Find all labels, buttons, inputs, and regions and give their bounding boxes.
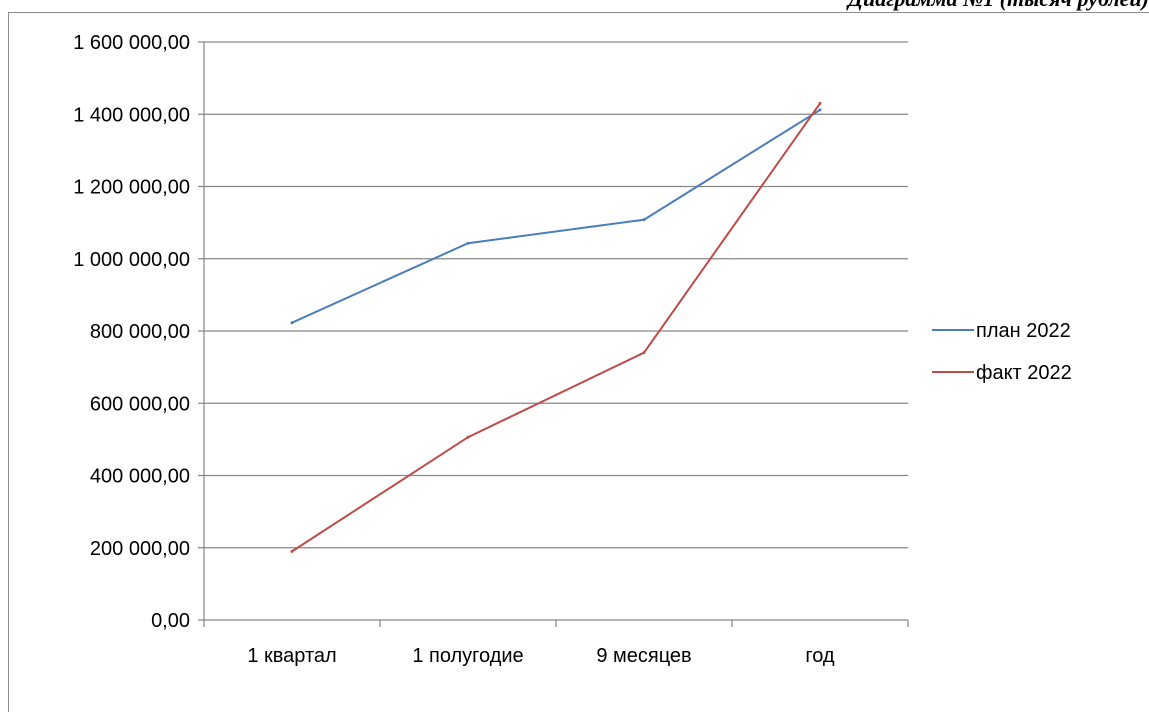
y-tick-label: 1 600 000,00 <box>73 32 190 54</box>
data-point <box>290 549 294 553</box>
y-tick-label: 1 400 000,00 <box>73 104 190 126</box>
y-tick-label: 1 000 000,00 <box>73 249 190 271</box>
y-tick-label: 400 000,00 <box>90 466 190 488</box>
data-point <box>818 101 822 105</box>
legend: план 2022 факт 2022 <box>932 320 1072 384</box>
x-tick-label: год <box>805 645 835 667</box>
data-point <box>642 351 646 355</box>
y-tick-label: 1 200 000,00 <box>73 177 190 199</box>
series-lines <box>290 101 822 553</box>
y-tick-label: 200 000,00 <box>90 538 190 560</box>
data-point <box>818 108 822 112</box>
data-point <box>290 321 294 325</box>
data-point <box>466 435 470 439</box>
data-point <box>642 218 646 222</box>
x-tick-label: 1 полугодие <box>412 645 523 667</box>
line-chart: 0,00 200 000,00 400 000,00 600 000,00 800 00… <box>73 32 1072 667</box>
chart-title: Диаграмма №1 (тысяч рублей) <box>848 0 1149 12</box>
gridlines <box>204 41 908 549</box>
x-tick-label: 9 месяцев <box>596 645 691 667</box>
data-point <box>466 241 470 245</box>
y-tick-label: 800 000,00 <box>90 321 190 343</box>
chart-area-border <box>8 12 1149 712</box>
x-tick-label: 1 квартал <box>247 645 336 667</box>
legend-label: факт 2022 <box>976 362 1072 384</box>
legend-label: план 2022 <box>976 320 1071 342</box>
series-line-2 <box>291 102 821 553</box>
series-line-1 <box>291 109 821 324</box>
y-tick-label: 600 000,00 <box>90 393 190 415</box>
axes: 0,00 200 000,00 400 000,00 600 000,00 800 00… <box>73 32 909 667</box>
y-tick-label: 0,00 <box>151 610 190 632</box>
